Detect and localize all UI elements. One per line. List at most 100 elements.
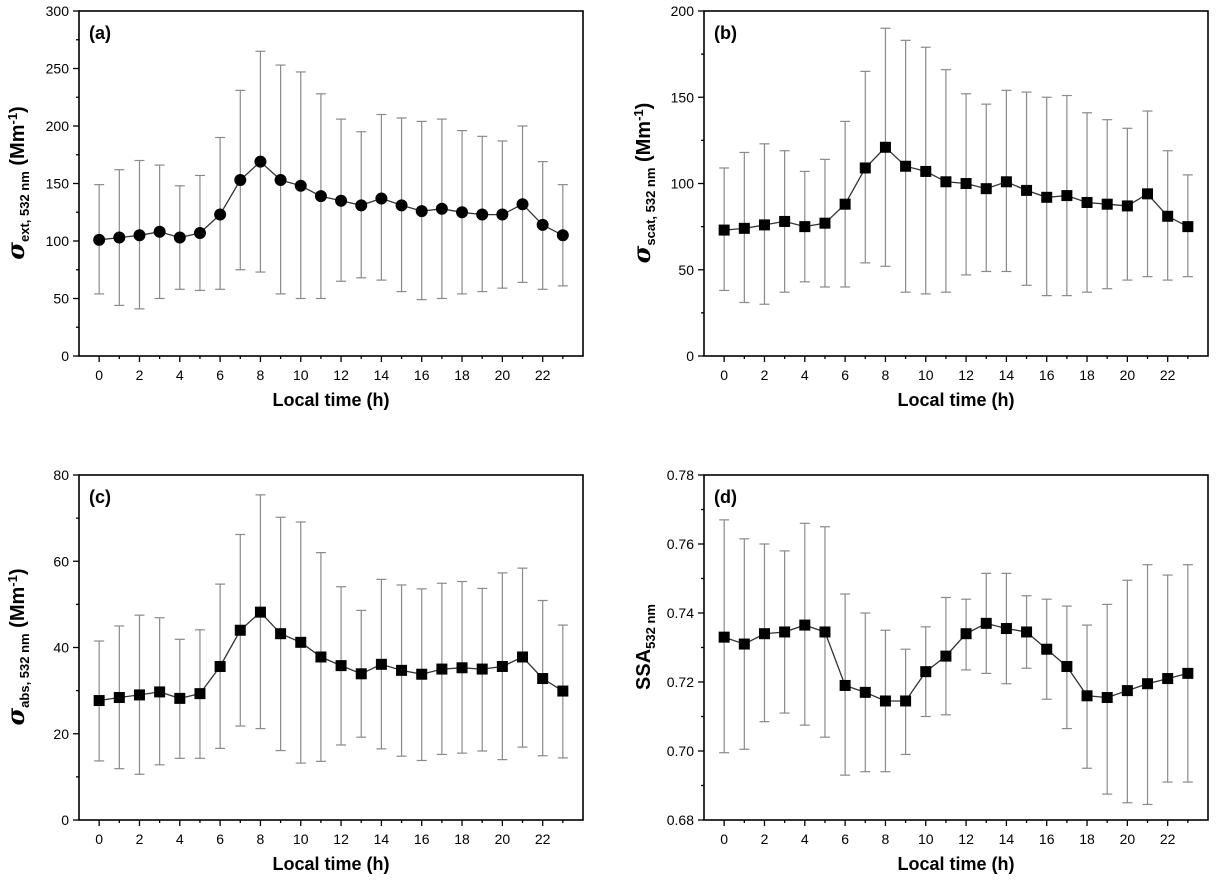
data-point xyxy=(1000,623,1012,635)
y-tick-label: 0 xyxy=(686,348,694,364)
data-point xyxy=(1041,191,1053,203)
data-point xyxy=(294,179,307,192)
data-point xyxy=(859,162,871,174)
x-tick-label: 22 xyxy=(1160,831,1176,847)
data-point xyxy=(133,229,146,242)
data-point xyxy=(1182,221,1194,233)
data-point xyxy=(234,174,247,187)
data-point xyxy=(960,628,972,640)
data-point xyxy=(1081,690,1093,702)
y-tick-label: 0 xyxy=(61,348,69,364)
x-tick-label: 20 xyxy=(1120,367,1136,383)
y-tick-label: 150 xyxy=(671,89,695,105)
data-point xyxy=(295,636,307,648)
data-point xyxy=(799,619,811,631)
y-tick-label: 80 xyxy=(53,467,69,483)
data-point xyxy=(1162,673,1174,685)
data-point xyxy=(859,686,871,698)
data-point xyxy=(1162,210,1174,222)
data-point xyxy=(153,225,166,238)
x-tick-label: 6 xyxy=(216,367,224,383)
x-tick-label: 2 xyxy=(761,831,769,847)
x-tick-label: 0 xyxy=(95,367,103,383)
x-tick-label: 22 xyxy=(535,831,551,847)
x-tick-label: 2 xyxy=(761,367,769,383)
data-point xyxy=(718,224,730,236)
data-point xyxy=(435,202,448,215)
x-axis-label: Local time (h) xyxy=(897,854,1014,874)
panel-3: 0 20 40 60 80 0 2 4 6 8 10 12 14 16 18 20 22 Local time (… xyxy=(1,467,584,874)
data-point xyxy=(1101,198,1113,210)
data-point xyxy=(416,668,428,680)
x-tick-label: 20 xyxy=(1120,831,1136,847)
data-point xyxy=(193,226,206,239)
data-point xyxy=(254,155,267,168)
x-tick-label: 10 xyxy=(293,367,309,383)
data-point xyxy=(396,664,408,676)
x-tick-label: 6 xyxy=(841,367,849,383)
data-point xyxy=(1182,667,1194,679)
x-tick-label: 12 xyxy=(958,831,974,847)
data-point xyxy=(516,198,529,211)
y-tick-label: 0.78 xyxy=(667,467,694,483)
x-tick-label: 14 xyxy=(999,367,1015,383)
data-point xyxy=(920,666,932,678)
data-point xyxy=(879,695,891,707)
x-tick-label: 4 xyxy=(176,831,184,847)
x-tick-label: 16 xyxy=(1039,831,1055,847)
panel-1: 0 50 100 150 200 250 300 0 2 4 6 8 10 12 14 16 18 20 22 Loc… xyxy=(1,3,584,410)
data-point xyxy=(476,208,489,221)
panel-2: 0 50 100 150 200 0 2 4 6 8 10 12 14 16 18 20 22 Local tim… xyxy=(627,3,1209,410)
y-axis-label: σabs, 532 nm (Mm-1) xyxy=(1,568,32,725)
data-point xyxy=(335,660,347,672)
data-point xyxy=(375,192,388,205)
plot-frame xyxy=(703,10,1209,357)
data-point xyxy=(718,631,730,643)
data-point xyxy=(355,668,367,680)
x-tick-label: 0 xyxy=(720,367,728,383)
data-point xyxy=(799,221,811,233)
x-tick-label: 20 xyxy=(495,831,511,847)
x-tick-label: 8 xyxy=(882,831,890,847)
x-tick-label: 8 xyxy=(257,831,265,847)
y-tick-label: 60 xyxy=(53,553,69,569)
data-point xyxy=(113,231,126,244)
x-tick-label: 2 xyxy=(136,367,144,383)
data-point xyxy=(415,205,428,218)
data-point xyxy=(355,199,368,212)
data-point xyxy=(536,218,549,231)
data-point xyxy=(819,626,831,638)
x-tick-label: 22 xyxy=(535,367,551,383)
data-point xyxy=(517,651,529,663)
y-tick-label: 0 xyxy=(61,812,69,828)
x-tick-label: 14 xyxy=(374,367,390,383)
data-point xyxy=(738,638,750,650)
panel-label: (b) xyxy=(714,23,737,43)
x-tick-label: 16 xyxy=(414,831,430,847)
series-line xyxy=(99,160,564,241)
x-tick-label: 14 xyxy=(374,831,390,847)
data-point xyxy=(738,222,750,234)
data-point xyxy=(1021,626,1033,638)
data-point xyxy=(496,208,509,221)
data-point xyxy=(173,231,186,244)
data-point xyxy=(274,174,287,187)
data-point xyxy=(779,215,791,227)
y-tick-label: 0.70 xyxy=(667,743,694,759)
y-axis-label: σscat, 532 nm (Mm-1) xyxy=(627,103,658,264)
x-tick-label: 18 xyxy=(1079,367,1095,383)
y-axis-label: SSA532 nm xyxy=(633,604,658,690)
data-point xyxy=(879,141,891,153)
y-tick-label: 20 xyxy=(53,726,69,742)
data-point xyxy=(496,660,508,672)
y-tick-label: 250 xyxy=(46,61,70,77)
x-tick-label: 6 xyxy=(841,831,849,847)
data-point xyxy=(154,686,166,698)
x-tick-label: 20 xyxy=(495,367,511,383)
data-point xyxy=(1041,643,1053,655)
data-point xyxy=(194,688,206,700)
panel-label: (a) xyxy=(89,23,111,43)
y-tick-label: 200 xyxy=(671,3,695,19)
y-tick-label: 40 xyxy=(53,640,69,656)
data-point xyxy=(456,206,469,219)
